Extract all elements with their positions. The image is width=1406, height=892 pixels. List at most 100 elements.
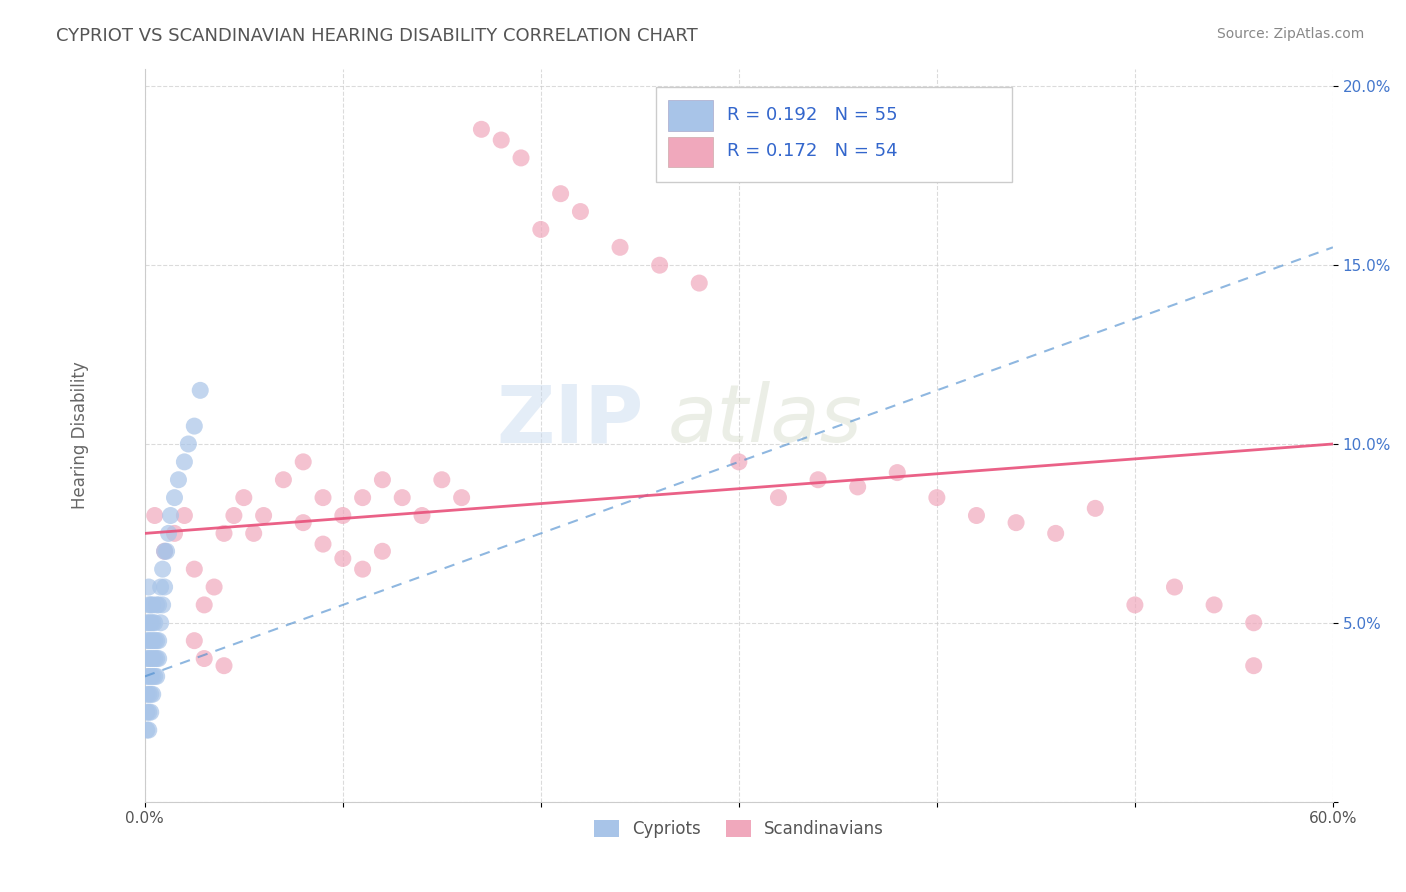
Point: [1243, 658, 1265, 673]
Point: [139, 615, 162, 630]
Text: R = 0.172   N = 54: R = 0.172 N = 54: [727, 143, 897, 161]
Point: [143, 508, 166, 523]
Point: [391, 491, 413, 505]
Text: R = 0.192   N = 55: R = 0.192 N = 55: [727, 106, 897, 124]
Point: [142, 651, 165, 665]
FancyBboxPatch shape: [668, 136, 713, 168]
Point: [886, 466, 908, 480]
Point: [252, 508, 274, 523]
Point: [925, 491, 948, 505]
Point: [145, 598, 167, 612]
Point: [155, 544, 177, 558]
Point: [135, 723, 157, 737]
Point: [152, 562, 174, 576]
Point: [142, 615, 165, 630]
Point: [138, 598, 160, 612]
Point: [138, 615, 160, 630]
Point: [153, 544, 176, 558]
Point: [138, 580, 160, 594]
Point: [183, 562, 205, 576]
Point: [1243, 615, 1265, 630]
Point: [1084, 501, 1107, 516]
Point: [145, 669, 167, 683]
Point: [138, 633, 160, 648]
Point: [167, 473, 190, 487]
Point: [138, 705, 160, 719]
Point: [148, 651, 170, 665]
Point: [139, 705, 162, 719]
Point: [135, 633, 157, 648]
Point: [193, 651, 215, 665]
Point: [212, 658, 235, 673]
Point: [138, 651, 160, 665]
Point: [768, 491, 790, 505]
Text: Source: ZipAtlas.com: Source: ZipAtlas.com: [1216, 27, 1364, 41]
Point: [232, 491, 254, 505]
Point: [1045, 526, 1067, 541]
Point: [352, 562, 374, 576]
Point: [1123, 598, 1146, 612]
Point: [470, 122, 492, 136]
Point: [159, 508, 181, 523]
Point: [142, 669, 165, 683]
Point: [807, 473, 830, 487]
Point: [688, 276, 710, 290]
Point: [139, 633, 162, 648]
Point: [550, 186, 572, 201]
Point: [163, 526, 186, 541]
Point: [149, 615, 172, 630]
Point: [292, 516, 315, 530]
Point: [1163, 580, 1185, 594]
Legend: Cypriots, Scandinavians: Cypriots, Scandinavians: [588, 813, 890, 845]
Point: [609, 240, 631, 254]
Point: [163, 491, 186, 505]
Point: [193, 598, 215, 612]
Point: [312, 491, 335, 505]
Point: [450, 491, 472, 505]
Point: [188, 384, 211, 398]
Point: [143, 615, 166, 630]
Point: [135, 705, 157, 719]
Point: [966, 508, 988, 523]
Point: [142, 687, 165, 701]
Point: [135, 687, 157, 701]
Text: atlas: atlas: [668, 382, 862, 459]
Point: [411, 508, 433, 523]
Point: [135, 669, 157, 683]
Point: [530, 222, 553, 236]
FancyBboxPatch shape: [668, 100, 713, 131]
Point: [142, 598, 165, 612]
Point: [173, 508, 195, 523]
Point: [202, 580, 225, 594]
Point: [135, 615, 157, 630]
Point: [846, 480, 869, 494]
Text: CYPRIOT VS SCANDINAVIAN HEARING DISABILITY CORRELATION CHART: CYPRIOT VS SCANDINAVIAN HEARING DISABILI…: [56, 27, 697, 45]
Point: [510, 151, 533, 165]
Point: [149, 580, 172, 594]
Point: [173, 455, 195, 469]
Point: [312, 537, 335, 551]
Point: [135, 651, 157, 665]
Point: [727, 455, 749, 469]
Point: [332, 551, 354, 566]
Point: [371, 473, 394, 487]
Point: [148, 633, 170, 648]
Point: [153, 580, 176, 594]
Point: [145, 633, 167, 648]
Point: [139, 598, 162, 612]
Point: [148, 598, 170, 612]
Point: [371, 544, 394, 558]
Point: [139, 669, 162, 683]
Point: [139, 651, 162, 665]
Point: [142, 633, 165, 648]
Point: [292, 455, 315, 469]
Point: [1204, 598, 1226, 612]
Point: [212, 526, 235, 541]
Point: [138, 687, 160, 701]
Y-axis label: Hearing Disability: Hearing Disability: [72, 361, 89, 509]
Point: [157, 526, 180, 541]
Point: [152, 598, 174, 612]
Point: [648, 258, 671, 272]
Point: [489, 133, 512, 147]
FancyBboxPatch shape: [655, 87, 1012, 182]
